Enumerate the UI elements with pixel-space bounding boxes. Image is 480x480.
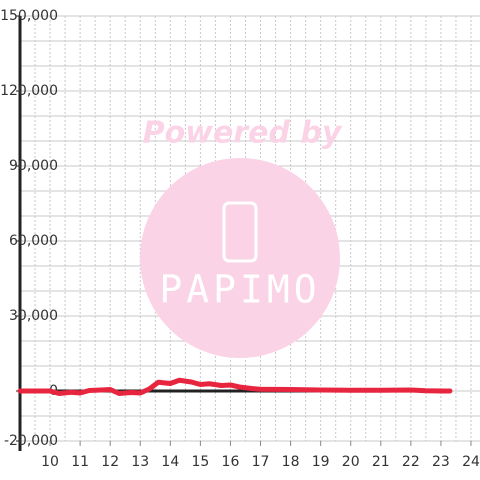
x-tick-label: 20 bbox=[342, 454, 360, 470]
watermark: Powered by PAPIMO bbox=[140, 116, 343, 358]
x-tick-label: 11 bbox=[71, 454, 89, 470]
watermark-text: Powered by bbox=[143, 116, 343, 151]
watermark-circle bbox=[140, 158, 340, 358]
x-tick-label: 18 bbox=[282, 454, 300, 470]
x-tick-label: 22 bbox=[402, 454, 420, 470]
y-tick-label: 120,000 bbox=[0, 83, 58, 99]
x-tick-label: 23 bbox=[432, 454, 450, 470]
x-tick-label: 19 bbox=[312, 454, 330, 470]
x-tick-label: 17 bbox=[252, 454, 270, 470]
y-tick-label: 90,000 bbox=[9, 158, 58, 174]
x-tick-label: 24 bbox=[462, 454, 480, 470]
x-tick-label: 16 bbox=[222, 454, 240, 470]
watermark-logo: PAPIMO bbox=[159, 268, 320, 312]
x-tick-label: 14 bbox=[161, 454, 179, 470]
x-tick-label: 15 bbox=[191, 454, 209, 470]
y-tick-label: -20,000 bbox=[4, 433, 58, 449]
y-tick-label: 60,000 bbox=[9, 233, 58, 249]
line bbox=[17, 377, 453, 396]
watermark-phone bbox=[222, 201, 258, 263]
x-tick-label: 10 bbox=[41, 454, 59, 470]
x-tick-label: 13 bbox=[131, 454, 149, 470]
x-tick-label: 21 bbox=[372, 454, 390, 470]
y-tick-label: 150,000 bbox=[0, 8, 58, 24]
x-tick-label: 12 bbox=[101, 454, 119, 470]
y-tick-label: 30,000 bbox=[9, 308, 58, 324]
